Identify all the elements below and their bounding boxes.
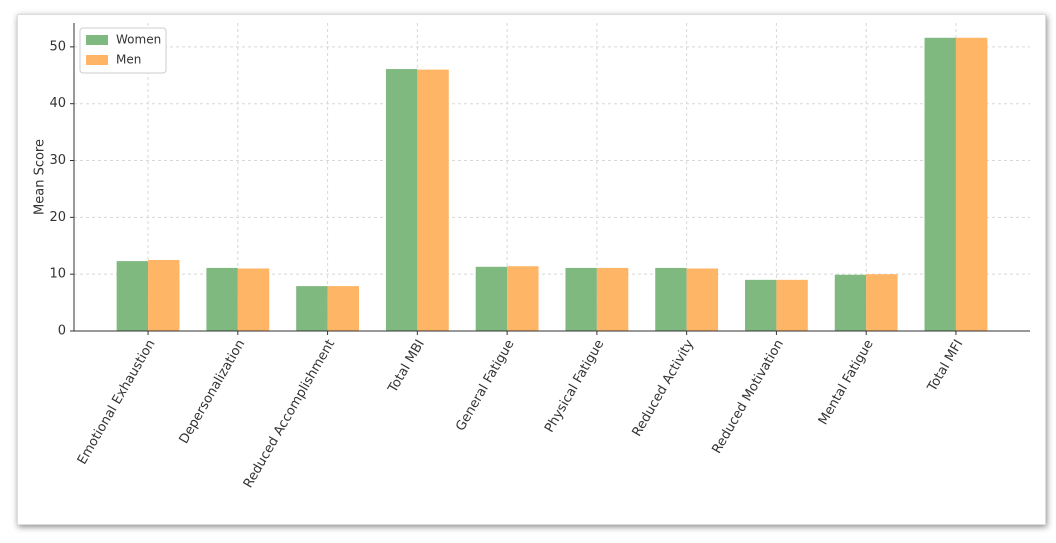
- bar: [866, 274, 898, 331]
- y-tick-label: 10: [49, 267, 66, 282]
- bar: [237, 268, 270, 331]
- x-tick-label: Emotional Exhaustion: [75, 337, 159, 467]
- bar: [596, 267, 629, 331]
- bar: [744, 279, 777, 331]
- y-tick-label: 30: [49, 153, 66, 168]
- bar: [296, 286, 328, 331]
- y-tick-label: 0: [58, 324, 66, 339]
- x-tick-label: Total MFI: [924, 337, 966, 395]
- bar: [924, 37, 956, 332]
- x-tick-label: Mental Fatigue: [816, 337, 877, 427]
- bar: [327, 286, 360, 331]
- x-tick-label: General Fatigue: [453, 337, 517, 434]
- x-tick-label: Depersonalization: [177, 337, 249, 446]
- bar: [148, 259, 180, 331]
- legend-swatch: [86, 35, 108, 45]
- y-axis-label: Mean Score: [33, 139, 48, 215]
- bar: [116, 261, 149, 331]
- bar: [776, 279, 808, 331]
- bar: [565, 267, 597, 331]
- bar: [655, 267, 687, 331]
- y-tick-label: 40: [49, 96, 66, 111]
- bar: [417, 69, 449, 332]
- x-tick-label: Reduced Accomplishment: [241, 337, 338, 490]
- y-tick-label: 20: [49, 210, 66, 225]
- bar: [385, 69, 418, 332]
- x-tick-label: Reduced Activity: [630, 337, 698, 439]
- y-tick-label: 50: [49, 39, 66, 54]
- x-tick-label: Total MBI: [385, 337, 428, 396]
- bar: [955, 37, 988, 332]
- x-tick-label: Physical Fatigue: [542, 337, 607, 435]
- bar: [507, 266, 539, 331]
- bar: [834, 274, 867, 331]
- x-tick-label: Reduced Motivation: [709, 337, 786, 456]
- bar: [206, 267, 238, 331]
- bar: [686, 268, 719, 331]
- legend-swatch: [86, 55, 108, 65]
- legend-label: Women: [116, 33, 161, 47]
- legend-label: Men: [116, 53, 141, 67]
- bar: [475, 266, 508, 331]
